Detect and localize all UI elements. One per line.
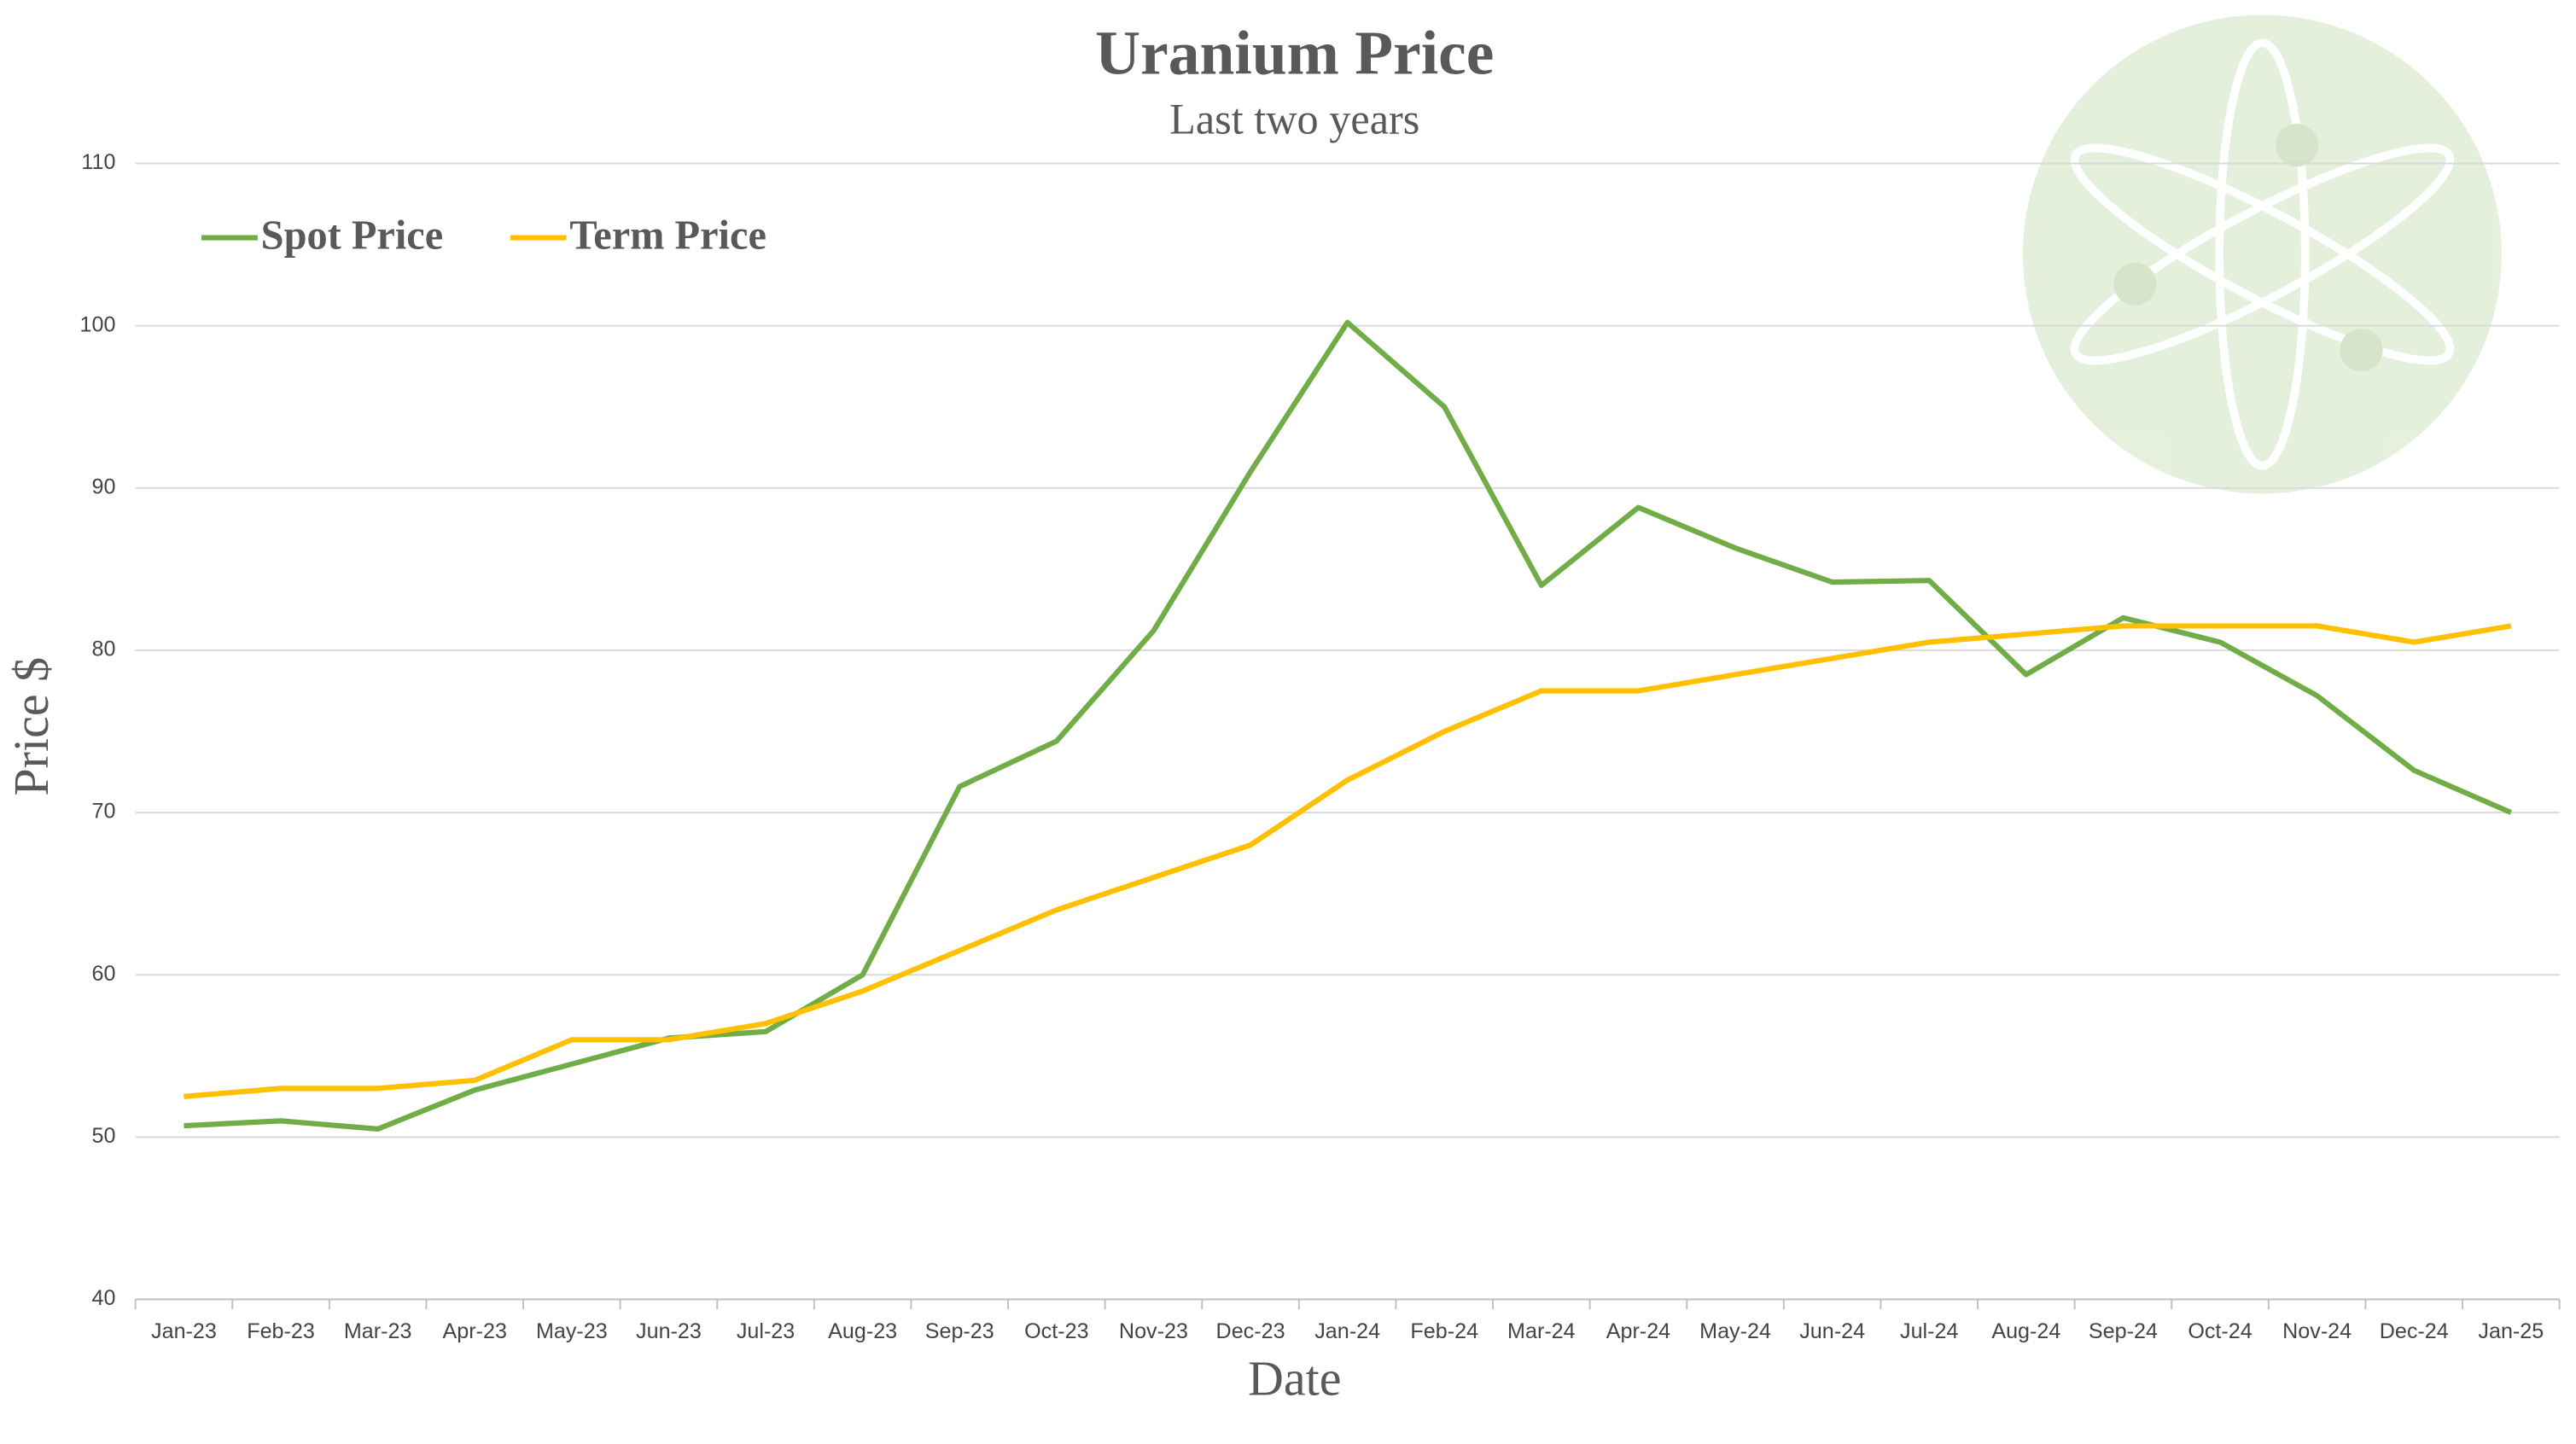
x-tick-label: Feb-24 — [1410, 1319, 1478, 1343]
legend-label: Term Price — [569, 213, 766, 259]
data-line — [184, 319, 2513, 1132]
chart-title: Uranium Price — [1095, 18, 1494, 88]
x-tick-label: Oct-24 — [2188, 1319, 2252, 1343]
x-tick-label: Jul-24 — [1900, 1319, 1958, 1343]
y-tick-label: 60 — [91, 962, 115, 986]
y-tick-label: 40 — [91, 1286, 115, 1310]
x-tick-label: Jun-24 — [1799, 1319, 1865, 1343]
x-tick-label: May-23 — [536, 1319, 608, 1343]
x-axis-label: Date — [1248, 1351, 1342, 1406]
x-tick-label: Apr-23 — [443, 1319, 507, 1343]
x-tick-label: Feb-23 — [247, 1319, 315, 1343]
x-tick-label: Aug-24 — [1991, 1319, 2060, 1343]
legend-label: Spot Price — [261, 213, 444, 259]
y-tick-label: 80 — [91, 638, 115, 661]
x-tick-label: Mar-24 — [1507, 1319, 1576, 1343]
y-tick-label: 50 — [91, 1124, 115, 1148]
x-tick-label: Nov-23 — [1119, 1319, 1188, 1343]
x-tick-label: Jun-23 — [636, 1319, 702, 1343]
x-tick-label: Aug-23 — [828, 1319, 897, 1343]
x-tick-label: Nov-24 — [2282, 1319, 2352, 1343]
y-axis-label: Price $ — [3, 657, 59, 796]
y-tick-label: 100 — [80, 312, 116, 336]
x-tick-label: Jan-24 — [1314, 1319, 1380, 1343]
x-tick-label: Jul-23 — [737, 1319, 795, 1343]
x-tick-label: May-24 — [1699, 1319, 1771, 1343]
x-tick-label: Sep-24 — [2089, 1319, 2158, 1343]
x-tick-label: Mar-23 — [344, 1319, 412, 1343]
x-tick-label: Dec-24 — [2380, 1319, 2449, 1343]
data-line — [184, 623, 2512, 1099]
x-tick-label: Oct-23 — [1024, 1319, 1088, 1343]
y-tick-label: 90 — [91, 475, 115, 498]
y-tick-label: 110 — [81, 150, 115, 174]
x-tick-label: Jan-25 — [2478, 1319, 2544, 1343]
x-tick-label: Apr-24 — [1606, 1319, 1670, 1343]
atom-icon — [2022, 15, 2502, 494]
x-tick-label: Jan-23 — [151, 1319, 217, 1343]
x-tick-label: Dec-23 — [1216, 1319, 1285, 1343]
chart-subtitle: Last two years — [1169, 96, 1419, 143]
y-tick-label: 70 — [91, 800, 115, 824]
x-tick-label: Sep-23 — [925, 1319, 994, 1343]
